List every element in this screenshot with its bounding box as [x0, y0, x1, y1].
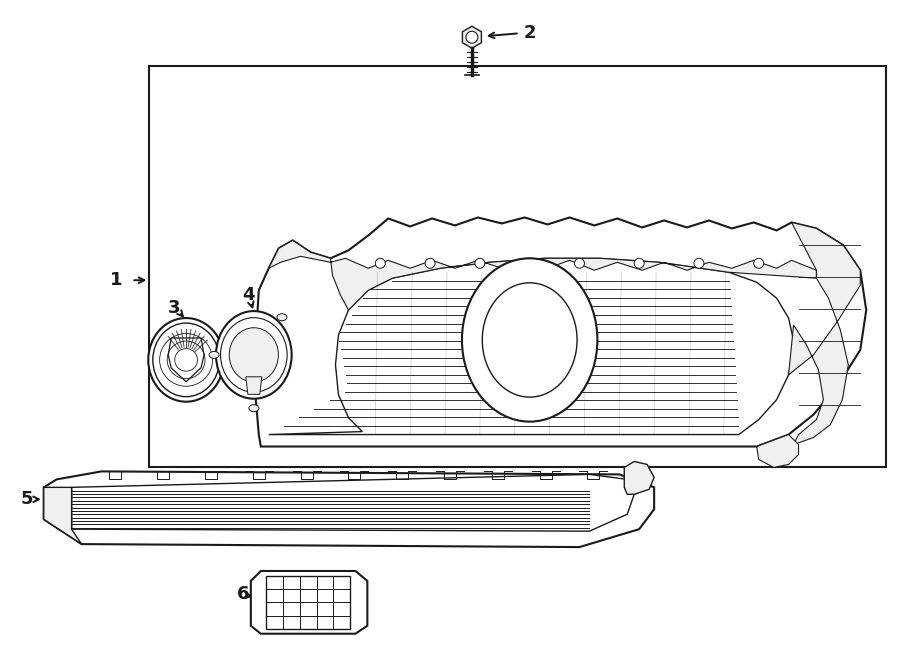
Circle shape	[425, 258, 435, 268]
Polygon shape	[757, 434, 798, 467]
Text: 5: 5	[21, 490, 33, 508]
Text: 6: 6	[237, 585, 249, 603]
Circle shape	[634, 258, 644, 268]
Polygon shape	[256, 217, 866, 447]
Ellipse shape	[230, 328, 278, 382]
Ellipse shape	[153, 323, 220, 397]
Polygon shape	[788, 223, 860, 444]
Ellipse shape	[462, 258, 598, 422]
Polygon shape	[44, 471, 654, 547]
Ellipse shape	[248, 405, 259, 412]
Polygon shape	[44, 487, 82, 544]
Polygon shape	[72, 475, 634, 531]
Circle shape	[574, 258, 584, 268]
Ellipse shape	[148, 318, 224, 402]
Circle shape	[475, 258, 485, 268]
Ellipse shape	[277, 314, 287, 321]
Bar	[149, 66, 886, 467]
Text: 2: 2	[524, 24, 536, 42]
Circle shape	[525, 258, 535, 268]
Circle shape	[466, 31, 478, 43]
Polygon shape	[269, 258, 795, 434]
Polygon shape	[246, 377, 262, 395]
Polygon shape	[251, 571, 367, 634]
Polygon shape	[266, 576, 350, 629]
Text: 4: 4	[243, 286, 255, 304]
Ellipse shape	[209, 352, 219, 358]
Ellipse shape	[482, 283, 577, 397]
Polygon shape	[625, 461, 654, 494]
Polygon shape	[463, 26, 482, 48]
Ellipse shape	[216, 311, 292, 399]
Circle shape	[753, 258, 764, 268]
Ellipse shape	[220, 318, 287, 392]
Text: 1: 1	[110, 271, 122, 290]
Circle shape	[694, 258, 704, 268]
Polygon shape	[269, 241, 816, 310]
Text: 3: 3	[168, 299, 180, 317]
Circle shape	[375, 258, 385, 268]
